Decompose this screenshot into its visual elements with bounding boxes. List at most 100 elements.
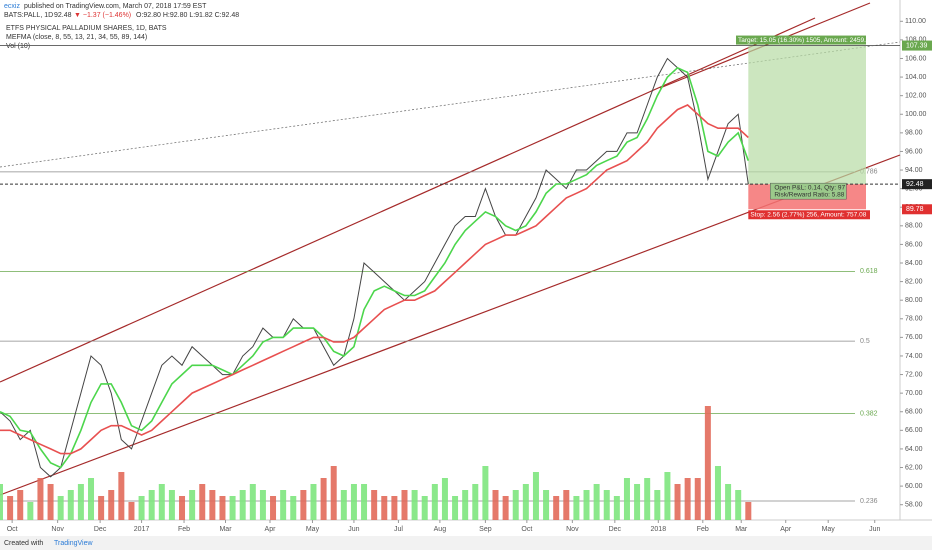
x-tick-label: May xyxy=(306,526,320,533)
y-tick-label: 76.00 xyxy=(905,334,923,341)
x-tick-label: Mar xyxy=(735,526,748,533)
volume-bar xyxy=(179,496,186,520)
price-badge xyxy=(902,40,932,51)
y-tick-label: 80.00 xyxy=(905,297,923,304)
volume-bar xyxy=(391,496,398,520)
volume-bar xyxy=(249,484,256,520)
volume-bar xyxy=(472,484,479,520)
volume-bar xyxy=(259,490,266,520)
rr-label: Risk/Reward Ratio: 5.88 xyxy=(774,191,844,198)
volume-indicator: Vol (10) xyxy=(6,43,30,50)
volume-bar xyxy=(725,484,732,520)
y-tick-label: 74.00 xyxy=(905,353,923,360)
y-tick-label: 96.00 xyxy=(905,148,923,155)
instrument-name: ETFS PHYSICAL PALLADIUM SHARES, 1D, BATS xyxy=(6,25,167,32)
volume-bar xyxy=(694,478,701,520)
series-line xyxy=(0,104,749,455)
volume-bar xyxy=(280,490,287,520)
volume-bar xyxy=(401,490,408,520)
volume-bar xyxy=(88,478,95,520)
volume-bar xyxy=(98,496,105,520)
volume-bar xyxy=(441,478,448,520)
x-tick-label: May xyxy=(822,526,836,533)
symbol: BATS:PALL, 1D xyxy=(4,12,53,19)
y-tick-label: 86.00 xyxy=(905,241,923,248)
x-tick-label: Jun xyxy=(869,526,880,533)
price-badge xyxy=(902,179,932,190)
x-tick-label: Nov xyxy=(51,526,64,533)
volume-bar xyxy=(270,496,277,520)
fib-label: 0.236 xyxy=(860,498,878,505)
volume-bar xyxy=(573,496,580,520)
y-tick-label: 82.00 xyxy=(905,278,923,285)
volume-bar xyxy=(168,490,175,520)
y-tick-label: 88.00 xyxy=(905,223,923,230)
volume-bar xyxy=(17,490,24,520)
volume-bar xyxy=(674,484,681,520)
volume-bar xyxy=(330,466,337,520)
volume-bar xyxy=(199,484,206,520)
footer-brand[interactable]: TradingView xyxy=(54,540,93,547)
fib-label: 0.618 xyxy=(860,268,878,275)
volume-bar xyxy=(421,496,428,520)
series-line xyxy=(0,57,749,478)
x-tick-label: Feb xyxy=(697,526,709,533)
x-tick-label: Mar xyxy=(219,526,232,533)
y-tick-label: 62.00 xyxy=(905,464,923,471)
y-tick-label: 60.00 xyxy=(905,483,923,490)
y-tick-label: 94.00 xyxy=(905,167,923,174)
y-tick-label: 100.00 xyxy=(905,111,927,118)
volume-bar xyxy=(482,466,489,520)
x-tick-label: Apr xyxy=(265,526,277,533)
indicator: MEFMA (close, 8, 55, 13, 21, 34, 55, 89,… xyxy=(6,34,147,41)
channel-upper xyxy=(0,17,816,383)
x-tick-label: Oct xyxy=(521,526,532,533)
volume-bar xyxy=(684,478,691,520)
y-tick-label: 72.00 xyxy=(905,371,923,378)
target-label: Target: 15.05 (16.30%) 1505, Amount: 245… xyxy=(738,37,874,44)
volume-bar xyxy=(452,496,459,520)
volume-bar xyxy=(735,490,742,520)
volume-bar xyxy=(310,484,317,520)
price-change: ▼ −1.37 (−1.46%) xyxy=(74,12,131,19)
volume-bar xyxy=(613,496,620,520)
volume-bar xyxy=(704,406,711,520)
volume-bar xyxy=(148,490,155,520)
volume-bar xyxy=(320,478,327,520)
volume-bar xyxy=(27,502,34,520)
y-tick-label: 58.00 xyxy=(905,502,923,509)
target-zone xyxy=(748,45,866,185)
target-label-bg xyxy=(736,35,866,45)
volume-bar xyxy=(361,484,368,520)
pnl-label-bg xyxy=(770,182,847,200)
price-badge xyxy=(902,204,932,215)
y-tick-label: 64.00 xyxy=(905,446,923,453)
volume-bar xyxy=(300,490,307,520)
volume-bar xyxy=(118,472,125,520)
volume-bar xyxy=(431,484,438,520)
publisher: ecxiz xyxy=(4,3,20,10)
y-tick-label: 104.00 xyxy=(905,74,927,81)
x-tick-label: 2018 xyxy=(651,526,667,533)
volume-bar xyxy=(502,496,509,520)
volume-bar xyxy=(128,502,135,520)
y-tick-label: 98.00 xyxy=(905,130,923,137)
x-tick-label: Feb xyxy=(178,526,190,533)
volume-bar xyxy=(714,466,721,520)
stop-label: Stop: 2.56 (2.77%) 256, Amount: 757.08 xyxy=(750,211,866,218)
volume-bar xyxy=(67,490,74,520)
volume-bar xyxy=(108,490,115,520)
series-line xyxy=(0,66,750,469)
volume-bar xyxy=(57,496,64,520)
y-tick-label: 70.00 xyxy=(905,390,923,397)
footer-created: Created with xyxy=(4,540,43,547)
volume-bar xyxy=(745,502,752,520)
x-tick-label: Sep xyxy=(479,526,492,533)
volume-bar xyxy=(543,490,550,520)
volume-bar xyxy=(77,484,84,520)
x-tick-label: 2017 xyxy=(134,526,150,533)
volume-bar xyxy=(371,490,378,520)
x-tick-label: Aug xyxy=(434,526,447,533)
